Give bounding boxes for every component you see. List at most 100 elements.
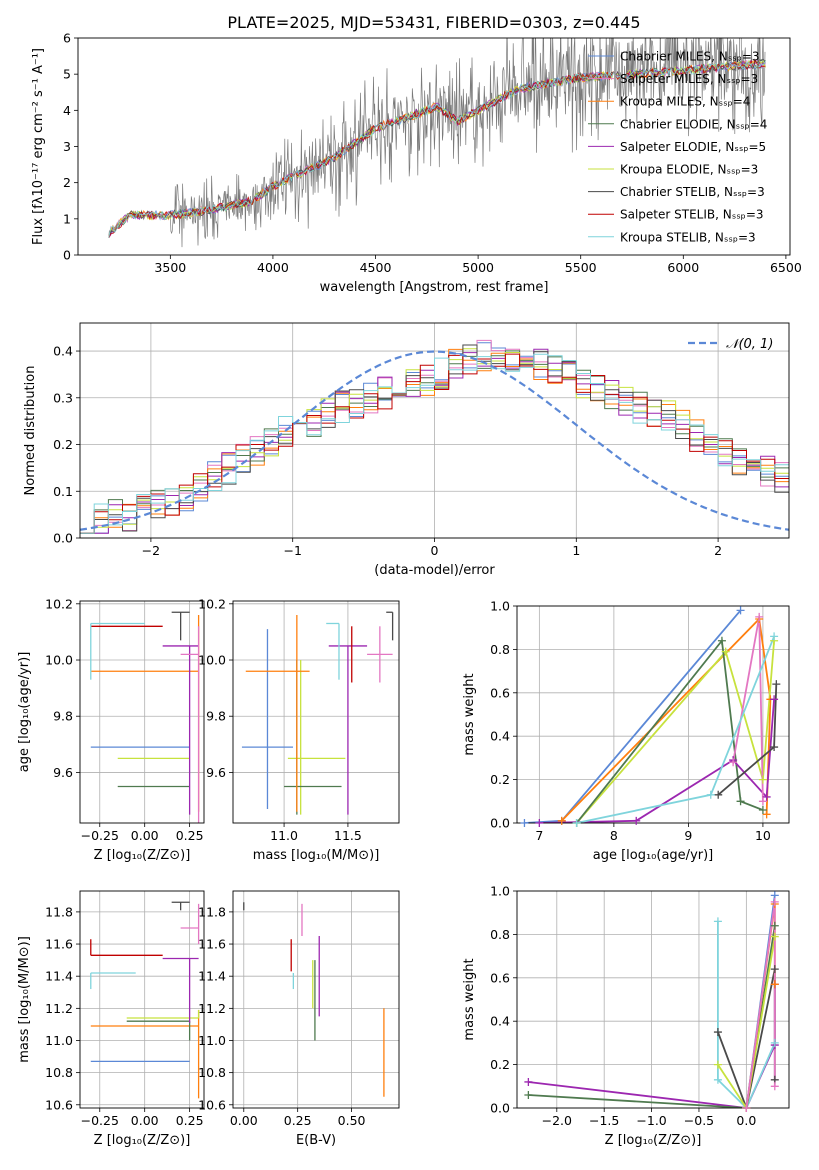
x-tick-label: −1 [283, 543, 301, 558]
plus-marker [770, 932, 779, 941]
error-bar [386, 611, 394, 641]
y-tick-label: 11.4 [198, 969, 226, 984]
axes-mass-weight-vs-Z: −2.0 −1.5 −1.0 −0.5 0.0 0.0 0.2 0.4 0.6 0.8 1.0 Z [… [462, 884, 790, 1148]
error-bar [326, 622, 340, 680]
y-tick-label: 0.2 [490, 1057, 510, 1072]
x-axis-label: Z [log₁₀(Z/Z⊙)] [94, 848, 191, 863]
y-tick-label: 1.0 [490, 599, 510, 614]
x-tick-label: −2 [142, 543, 160, 558]
y-tick-label: 10.2 [198, 596, 226, 611]
x-tick-label: 6500 [770, 260, 802, 275]
x-tick-label: 5500 [565, 260, 597, 275]
x-tick-label: 11.0 [270, 828, 298, 843]
plot-area [108, 38, 766, 248]
weight-line [524, 609, 742, 823]
plus-marker [772, 680, 781, 689]
x-axis-label: (data-model)/error [374, 563, 495, 578]
y-tick-label: 9.8 [53, 709, 73, 724]
axes-mass-vs-Z: −0.25 0.00 0.25 10.6 10.8 11.0 11.2 11.4 11.6 11.… [17, 890, 205, 1148]
grid [517, 890, 789, 1109]
y-tick-label: 0.6 [490, 685, 510, 700]
legend-label: Salpeter MILES, Nₛₛₚ=3 [620, 72, 758, 86]
y-tick-label: 11.6 [45, 937, 73, 952]
error-bar [367, 626, 393, 683]
y-tick-label: 0.1 [53, 484, 73, 499]
histogram-step [80, 353, 789, 534]
error-bar [171, 611, 190, 641]
x-tick-label: 3500 [154, 260, 186, 275]
plus-marker [524, 1090, 533, 1099]
error-bar [90, 622, 145, 680]
plus-marker [535, 819, 544, 827]
x-tick-label: −2.0 [542, 1113, 572, 1128]
model-spectrum-line [108, 59, 766, 239]
plus-marker [755, 612, 764, 621]
plus-marker [770, 1038, 779, 1047]
legend-label: 𝒩(0, 1) [726, 337, 773, 352]
y-tick-label: 9.8 [206, 709, 226, 724]
error-bar [162, 957, 199, 1023]
y-tick-label: 0.2 [490, 772, 510, 787]
x-tick-label: 7 [535, 828, 543, 843]
x-tick-label: 0.50 [338, 1113, 366, 1128]
plus-marker [717, 636, 726, 645]
plus-marker [713, 1075, 722, 1084]
y-tick-label: 11.2 [198, 1001, 226, 1016]
model-spectrum-line [108, 59, 766, 238]
axes-frame [79, 890, 205, 1109]
axes-frame [79, 600, 205, 824]
error-bar [284, 660, 342, 815]
x-tick-label: 1 [572, 543, 580, 558]
model-spectrum-line [108, 58, 766, 238]
plus-marker [758, 775, 767, 784]
plus-marker [770, 897, 779, 906]
y-tick-label: 10.8 [45, 1065, 73, 1080]
error-bar [90, 972, 136, 990]
x-tick-label: 0 [431, 543, 439, 558]
axes-frame [516, 605, 790, 824]
x-tick-label: −0.25 [81, 828, 119, 843]
x-tick-label: −0.25 [81, 1113, 119, 1128]
y-axis-label: mass weight [462, 673, 477, 755]
plot-area [90, 611, 200, 823]
legend: Chabrier MILES, Nₛₛₚ=3 Salpeter MILES, Nₛ… [588, 50, 767, 244]
x-tick-label: 0.25 [176, 828, 204, 843]
plot-area [241, 611, 394, 815]
y-tick-label: 10.0 [198, 653, 226, 668]
y-tick-label: 11.2 [45, 1001, 73, 1016]
y-tick-label: 0.4 [490, 729, 510, 744]
y-tick-label: 0.2 [53, 437, 73, 452]
axes-histogram: −2 −1 0 1 2 0.0 0.1 0.2 0.3 0.4 (data-model)/error… [23, 322, 790, 578]
x-tick-label: 10 [755, 828, 771, 843]
x-axis-label: Z [log₁₀(Z/Z⊙)] [94, 1133, 191, 1148]
x-tick-label: 0.00 [131, 1113, 159, 1128]
weight-line [575, 638, 764, 823]
y-tick-label: 11.6 [198, 937, 226, 952]
x-tick-label: 4000 [257, 260, 289, 275]
y-axis-label: Flux [fλ10⁻¹⁷ erg cm⁻² s⁻¹ A⁻¹] [31, 48, 46, 245]
x-tick-label: 11.5 [334, 828, 362, 843]
x-tick-label: 0.00 [131, 828, 159, 843]
normal-curve [80, 350, 789, 531]
plus-marker [572, 819, 581, 827]
y-tick-label: 11.0 [198, 1033, 226, 1048]
plus-marker [713, 1060, 722, 1069]
plus-marker [736, 797, 745, 806]
figure-title: PLATE=2025, MJD=53431, FIBERID=0303, z=0… [227, 13, 640, 32]
plot-area [524, 609, 778, 823]
plus-marker [762, 792, 771, 801]
legend-label: Kroupa MILES, Nₛₛₚ=4 [620, 95, 750, 109]
axes-frame [232, 890, 400, 1109]
weight-line [717, 921, 776, 1108]
plus-marker [770, 921, 779, 930]
y-tick-label: 11.8 [45, 904, 73, 919]
plus-marker [713, 917, 722, 926]
legend-label: Salpeter STELIB, Nₛₛₚ=3 [620, 208, 764, 222]
y-tick-label: 10.6 [198, 1097, 226, 1112]
error-bar [180, 626, 200, 823]
grid [233, 891, 399, 1108]
error-bar [162, 645, 199, 815]
y-tick-label: 0.8 [490, 642, 510, 657]
y-tick-label: 2 [63, 175, 71, 190]
axes-mass-weight-vs-age: 7 8 9 10 0.0 0.2 0.4 0.6 0.8 1.0 age [log₁₀(age/yr… [462, 599, 790, 863]
